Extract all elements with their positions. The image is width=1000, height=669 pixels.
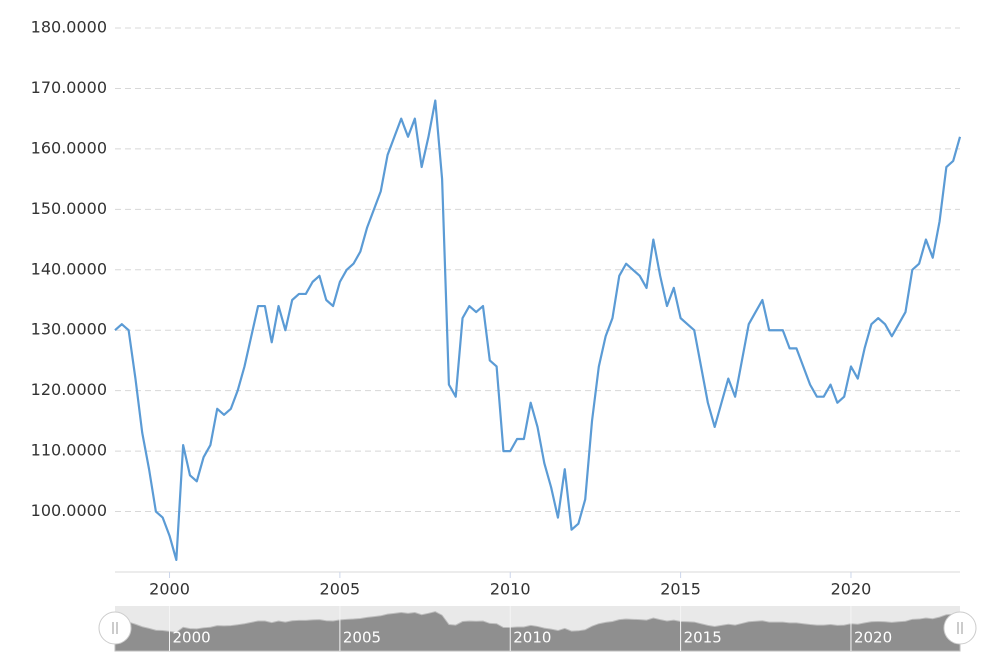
series-line: [114, 99, 962, 562]
y-tick-label: 140.0000: [31, 259, 107, 278]
navigator-handle[interactable]: [98, 611, 132, 645]
x-tick-label: 2005: [320, 580, 361, 599]
navigator-label: 2005: [343, 629, 381, 647]
navigator-handle[interactable]: [943, 611, 977, 645]
x-tick-label: 2015: [660, 580, 701, 599]
y-tick-label: 110.0000: [31, 441, 107, 460]
navigator-label: 2000: [173, 629, 211, 647]
y-tick-label: 180.0000: [31, 18, 107, 37]
y-tick-label: 170.0000: [31, 78, 107, 97]
x-tick-label: 2010: [490, 580, 531, 599]
y-tick-label: 130.0000: [31, 320, 107, 339]
y-tick-label: 150.0000: [31, 199, 107, 218]
x-tick-label: 2000: [149, 580, 190, 599]
y-tick-label: 120.0000: [31, 380, 107, 399]
navigator-area: [114, 611, 961, 652]
navigator-label: 2010: [513, 629, 551, 647]
y-tick-label: 100.0000: [31, 501, 107, 520]
y-tick-label: 160.0000: [31, 138, 107, 157]
x-tick-label: 2020: [831, 580, 872, 599]
navigator-label: 2020: [854, 629, 892, 647]
navigator-label: 2015: [684, 629, 722, 647]
